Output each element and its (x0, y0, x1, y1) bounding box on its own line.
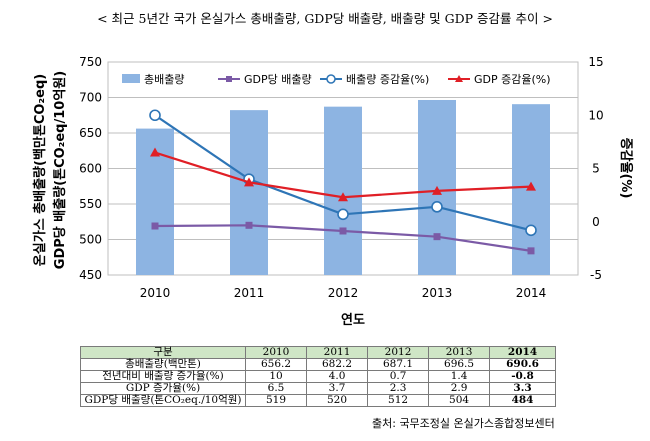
x-tick-label: 2011 (234, 286, 265, 300)
left-tick-label: 550 (79, 197, 102, 211)
point (149, 109, 161, 122)
data-table: 구분 2010 2011 2012 2013 2014 총배출량(백만톤) 656.2 682.… (80, 346, 556, 407)
x-tick-label: 2012 (328, 286, 359, 300)
table-cell: 519 (244, 394, 308, 407)
left-axis-label-total: 온실가스 총배출량(백만톤CO₂eq) (32, 74, 48, 266)
table-header-row: 구분 2010 2011 2012 2013 2014 (80, 346, 556, 359)
x-axis-ticks: 2010 2011 2012 2013 2014 (140, 286, 547, 300)
point (337, 208, 349, 221)
left-tick-label: 700 (79, 91, 102, 105)
table-cell: 6.5 (244, 382, 308, 395)
left-tick-label: 650 (79, 126, 102, 140)
table-cell: 682.2 (306, 358, 369, 371)
right-tick-label: 15 (588, 55, 603, 69)
table-row: GDP 증가율(%) 6.5 3.7 2.3 2.9 3.3 (80, 382, 556, 395)
table-cell: 687.1 (367, 358, 430, 371)
legend-marker (326, 74, 336, 84)
left-tick-label: 600 (79, 162, 102, 176)
left-tick-label: 500 (79, 233, 102, 247)
point (431, 201, 443, 213)
table-cell: 2.9 (428, 382, 491, 395)
legend-marker (455, 75, 463, 82)
right-tick-label: 5 (592, 162, 600, 176)
table-cell: 484 (489, 394, 556, 407)
table-cell: 3.3 (489, 382, 556, 395)
table-cell: 690.6 (489, 358, 556, 371)
row-label-cell: 구분 (80, 346, 246, 359)
row-label-cell: 전년대비 배출량 증가율(%) (80, 370, 246, 383)
table-row: 전년대비 배출량 증가율(%) 10 4.0 0.7 1.4 -0.8 (80, 370, 556, 383)
bar (230, 110, 268, 275)
table-cell: 520 (306, 394, 369, 407)
x-tick-label: 2014 (516, 286, 547, 300)
table-cell: 4.0 (306, 370, 369, 383)
table-cell: -0.8 (489, 370, 556, 383)
left-tick-label: 750 (79, 55, 102, 69)
legend-label: GDP 증감율(%) (474, 73, 551, 86)
right-tick-label: -5 (590, 268, 602, 282)
table-cell: 512 (367, 394, 430, 407)
point (151, 222, 159, 230)
point (433, 233, 441, 241)
legend-marker (226, 76, 232, 82)
row-label-cell: GDP 증가율(%) (80, 382, 246, 395)
source-note: 출처: 국무조정실 온실가스종합정보센터 (372, 417, 555, 430)
table-cell: 2010 (244, 346, 308, 359)
table-cell: 2.3 (367, 382, 430, 395)
left-axis-label-gdp: GDP당 배출량(톤CO₂eq/10억원) (52, 71, 68, 269)
table-cell: 2012 (367, 346, 430, 359)
table-cell: 2014 (489, 346, 556, 359)
legend-label: 배출량 증감율(%) (346, 73, 429, 86)
right-tick-label: 0 (592, 215, 600, 229)
table-row: 총배출량(백만톤) 656.2 682.2 687.1 696.5 690.6 (80, 358, 556, 371)
point (244, 177, 254, 187)
left-tick-label: 450 (79, 268, 102, 282)
x-axis-label: 연도 (341, 313, 365, 328)
point (432, 185, 442, 195)
point (338, 192, 348, 202)
row-label-cell: 총배출량(백만톤) (80, 358, 246, 371)
point (150, 147, 160, 157)
table-cell: 504 (428, 394, 491, 407)
legend: 총배출량 GDP당 배출량 배출량 증감율(%) GDP 증감율(%) (122, 73, 551, 86)
table-cell: 2011 (306, 346, 369, 359)
right-axis-label: 증감율(%) (618, 138, 634, 199)
x-tick-label: 2013 (422, 286, 453, 300)
chart-title: < 최근 5년간 국가 온실가스 총배출량, GDP당 배출량, 배출량 및 G… (97, 11, 553, 26)
legend-label: 총배출량 (144, 73, 184, 86)
legend-label: GDP당 배출량 (244, 73, 312, 86)
point (339, 227, 347, 235)
table-cell: 1.4 (428, 370, 491, 383)
table-cell: 10 (244, 370, 308, 383)
line-series (149, 109, 537, 255)
right-axis-ticks: -5 0 5 10 15 (588, 55, 603, 282)
table-cell: 0.7 (367, 370, 430, 383)
point (245, 221, 253, 229)
table-cell: 3.7 (306, 382, 369, 395)
row-label-cell: GDP당 배출량(톤CO₂eq./10억원) (80, 394, 246, 407)
left-axis-ticks: 450 500 550 600 650 700 750 (79, 55, 102, 282)
x-tick-label: 2010 (140, 286, 171, 300)
table-cell: 2013 (428, 346, 491, 359)
point (527, 247, 535, 255)
point (526, 181, 536, 191)
bar (324, 106, 362, 275)
legend-swatch (122, 74, 140, 83)
table-cell: 656.2 (244, 358, 308, 371)
right-tick-label: 10 (588, 108, 603, 122)
point (525, 224, 537, 237)
table-row: GDP당 배출량(톤CO₂eq./10억원) 519 520 512 504 484 (80, 394, 556, 407)
table-cell: 696.5 (428, 358, 491, 371)
